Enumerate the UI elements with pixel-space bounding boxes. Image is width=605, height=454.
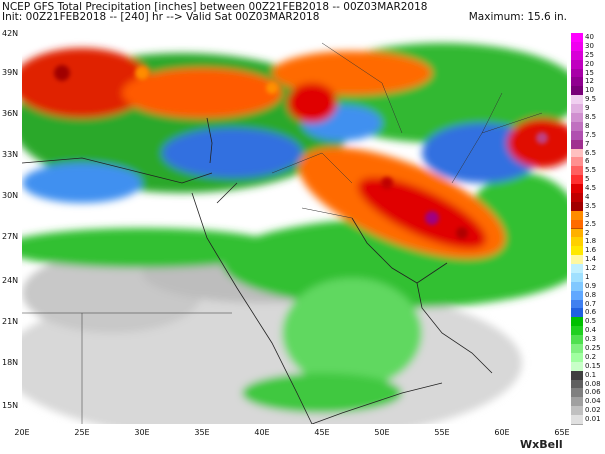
lon-label: 40E [254,428,270,437]
legend-label: 1 [585,272,590,281]
lon-label: 55E [434,428,450,437]
legend-label: 6.5 [585,148,597,157]
legend-label: 0.7 [585,299,597,308]
legend-label: 4 [585,192,590,201]
legend-label: 0.06 [585,388,601,397]
lon-label: 45E [314,428,330,437]
legend-label: 6 [585,157,590,166]
title-line1: NCEP GFS Total Precipitation [inches] be… [2,1,428,13]
lon-label: 65E [554,428,570,437]
legend-label: 3.5 [585,201,597,210]
legend-label: 0.01 [585,415,601,424]
precipitation-map [22,33,567,424]
lat-label: 33N [2,150,19,159]
legend-label: 10 [585,86,594,95]
lat-label: 27N [2,232,19,241]
legend-label: 1.8 [585,237,597,246]
legend-label: 0.04 [585,397,601,406]
legend-label: 1.4 [585,255,597,264]
legend-label: 40 [585,33,594,41]
legend-label: 1.2 [585,264,597,273]
lat-label: 30N [2,191,19,200]
legend-label: 12 [585,77,594,86]
title-line2: Init: 00Z21FEB2018 -- [240] hr --> Valid… [2,11,320,23]
lat-label: 42N [2,29,19,38]
legend-swatch [571,415,583,425]
lon-label: 20E [14,428,30,437]
legend-label: 15 [585,68,594,77]
lon-label: 25E [74,428,90,437]
lat-label: 18N [2,358,19,367]
legend-label: 7.5 [585,130,597,139]
legend-label: 0.4 [585,326,597,335]
legend-label: 5 [585,175,590,184]
legend-label: 0.2 [585,352,597,361]
legend-label: 0.8 [585,290,597,299]
legend-label: 9 [585,104,590,113]
legend-label: 0.25 [585,344,601,353]
precip-detail-layer [54,65,548,239]
lon-label: 50E [374,428,390,437]
political-borders [22,42,543,424]
lon-label: 35E [194,428,210,437]
legend-label: 0.5 [585,317,597,326]
legend-label: 7 [585,139,590,148]
legend-label: 5.5 [585,166,597,175]
legend-label: 0.1 [585,370,597,379]
legend-label: 0.3 [585,335,597,344]
coastlines [22,117,493,424]
lat-label: 15N [2,401,19,410]
legend-label: 2 [585,228,590,237]
legend-label: 0.08 [585,379,601,388]
legend-label: 8.5 [585,112,597,121]
precip-base-layer [22,43,567,424]
lat-label: 24N [2,276,19,285]
lat-label: 36N [2,109,19,118]
legend-label: 1.6 [585,246,597,255]
legend-label: 0.6 [585,308,597,317]
legend-label: 2.5 [585,219,597,228]
lat-label: 39N [2,68,19,77]
lon-label: 60E [494,428,510,437]
legend-label: 30 [585,41,594,50]
legend-label: 9.5 [585,95,597,104]
legend-label: 0.02 [585,406,601,415]
legend-label: 3 [585,210,590,219]
precip-field [22,33,567,424]
legend-label: 8 [585,121,590,130]
lon-label: 30E [134,428,150,437]
lat-label: 21N [2,317,19,326]
legend-label: 20 [585,59,594,68]
legend-label: 0.15 [585,361,601,370]
legend-label: 25 [585,50,594,59]
precip-legend: 40 30 25 20 15 12 10 9.5 9 8.5 8 7.5 7 6.5 6 5.5 5 4.5 4 3.… [571,33,605,425]
legend-label: 0.9 [585,281,597,290]
wxbell-logo: WxBell [520,438,563,451]
legend-label: 4.5 [585,184,597,193]
maximum-label: Maximum: 15.6 in. [468,11,567,23]
